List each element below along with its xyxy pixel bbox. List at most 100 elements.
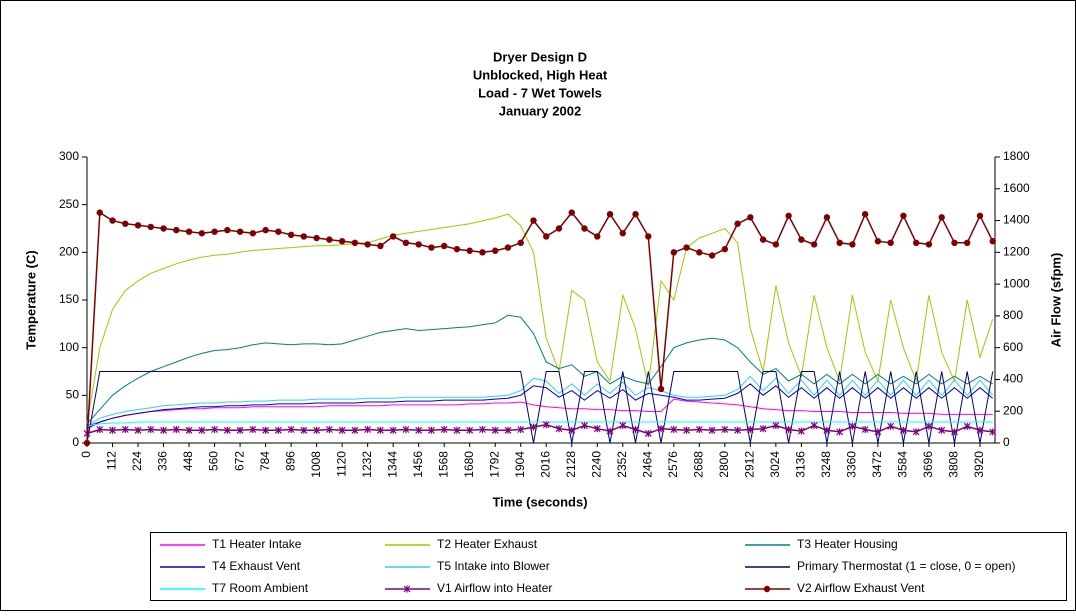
marker	[951, 239, 958, 246]
marker	[849, 241, 856, 248]
x-tick-label: 112	[105, 451, 119, 470]
series-line	[86, 375, 994, 427]
x-tick-label: 3024	[768, 451, 782, 478]
marker	[338, 426, 346, 434]
x-tick-label: 3920	[972, 451, 986, 478]
marker	[428, 426, 435, 434]
y2-tick-label: 200	[1003, 403, 1023, 417]
marker	[721, 425, 729, 433]
marker	[453, 426, 461, 434]
x-tick-label: 0	[79, 451, 93, 458]
x-tick-label: 784	[258, 451, 272, 471]
marker	[211, 228, 218, 235]
marker	[695, 425, 703, 433]
marker	[912, 428, 920, 436]
marker	[763, 585, 771, 593]
marker	[402, 239, 410, 246]
x-tick-label: 1680	[462, 451, 476, 478]
x-tick-label: 2688	[691, 451, 705, 478]
marker	[274, 426, 282, 434]
x-tick-label: 560	[207, 451, 221, 471]
marker	[402, 425, 410, 433]
marker	[96, 425, 104, 433]
x-tick-label: 2128	[564, 451, 578, 478]
marker	[466, 247, 473, 254]
marker	[772, 241, 780, 248]
marker	[925, 241, 933, 248]
marker	[848, 422, 856, 430]
marker	[262, 226, 269, 234]
marker	[300, 426, 308, 434]
marker	[211, 425, 218, 433]
legend-label: V2 Airflow Exhaust Vent	[797, 581, 925, 595]
y2-tick-label: 0	[1003, 435, 1010, 449]
marker	[951, 428, 958, 436]
marker	[645, 233, 652, 240]
x-tick-label: 2352	[615, 451, 629, 478]
x-tick-label: 3248	[819, 451, 833, 478]
marker	[147, 425, 155, 433]
marker	[530, 217, 537, 224]
legend-label: T4 Exhaust Vent	[212, 559, 301, 573]
marker	[313, 426, 321, 434]
marker	[236, 426, 244, 434]
series-line	[86, 423, 993, 435]
marker	[313, 234, 320, 242]
marker	[479, 425, 486, 433]
marker	[351, 239, 359, 246]
marker	[900, 426, 907, 434]
marker	[938, 214, 945, 221]
x-tick-label: 3696	[921, 451, 935, 478]
legend-label: T7 Room Ambient	[212, 581, 309, 595]
marker	[823, 426, 831, 434]
y2-tick-label: 400	[1003, 372, 1023, 386]
marker	[147, 223, 154, 231]
x-tick-label: 2464	[640, 451, 654, 478]
x-tick-label: 2240	[589, 451, 603, 478]
marker	[581, 422, 588, 430]
marker	[249, 425, 257, 433]
marker	[708, 426, 716, 434]
marker	[134, 222, 142, 229]
marker	[160, 225, 167, 232]
marker	[364, 241, 371, 248]
x-tick-label: 224	[130, 451, 144, 471]
marker	[530, 423, 537, 431]
marker	[185, 228, 193, 235]
x-tick-label: 1456	[411, 451, 425, 478]
x-tick-label: 448	[181, 451, 195, 471]
marker	[568, 426, 576, 434]
marker	[262, 426, 270, 434]
marker	[619, 422, 627, 430]
marker	[683, 244, 690, 251]
x-tick-label: 1904	[513, 451, 527, 478]
x-tick-label: 3136	[794, 451, 808, 478]
marker	[836, 239, 843, 246]
marker	[861, 211, 869, 218]
series-line	[86, 371, 994, 444]
marker	[670, 249, 678, 256]
marker	[606, 427, 614, 435]
marker	[734, 426, 742, 434]
legend-box	[150, 532, 1067, 601]
y-tick-label: 200	[59, 245, 79, 259]
marker	[887, 239, 894, 246]
marker	[121, 425, 129, 433]
marker	[594, 233, 601, 240]
marker	[747, 214, 754, 221]
chart-title: Unblocked, High Heat	[473, 67, 608, 82]
marker	[236, 228, 244, 235]
marker	[223, 426, 231, 434]
marker	[326, 236, 333, 243]
y2-tick-label: 1400	[1003, 213, 1030, 227]
legend-label: V1 Airflow into Heater	[437, 581, 552, 595]
x-tick-label: 2800	[717, 451, 731, 478]
x-tick-label: 1568	[436, 451, 450, 478]
marker	[173, 226, 180, 234]
y2-tick-label: 800	[1003, 308, 1023, 322]
series-line	[86, 383, 994, 430]
marker	[542, 421, 550, 429]
marker	[759, 425, 767, 433]
x-tick-label: 3808	[947, 451, 961, 478]
chart-title: Load - 7 Wet Towels	[478, 85, 602, 100]
